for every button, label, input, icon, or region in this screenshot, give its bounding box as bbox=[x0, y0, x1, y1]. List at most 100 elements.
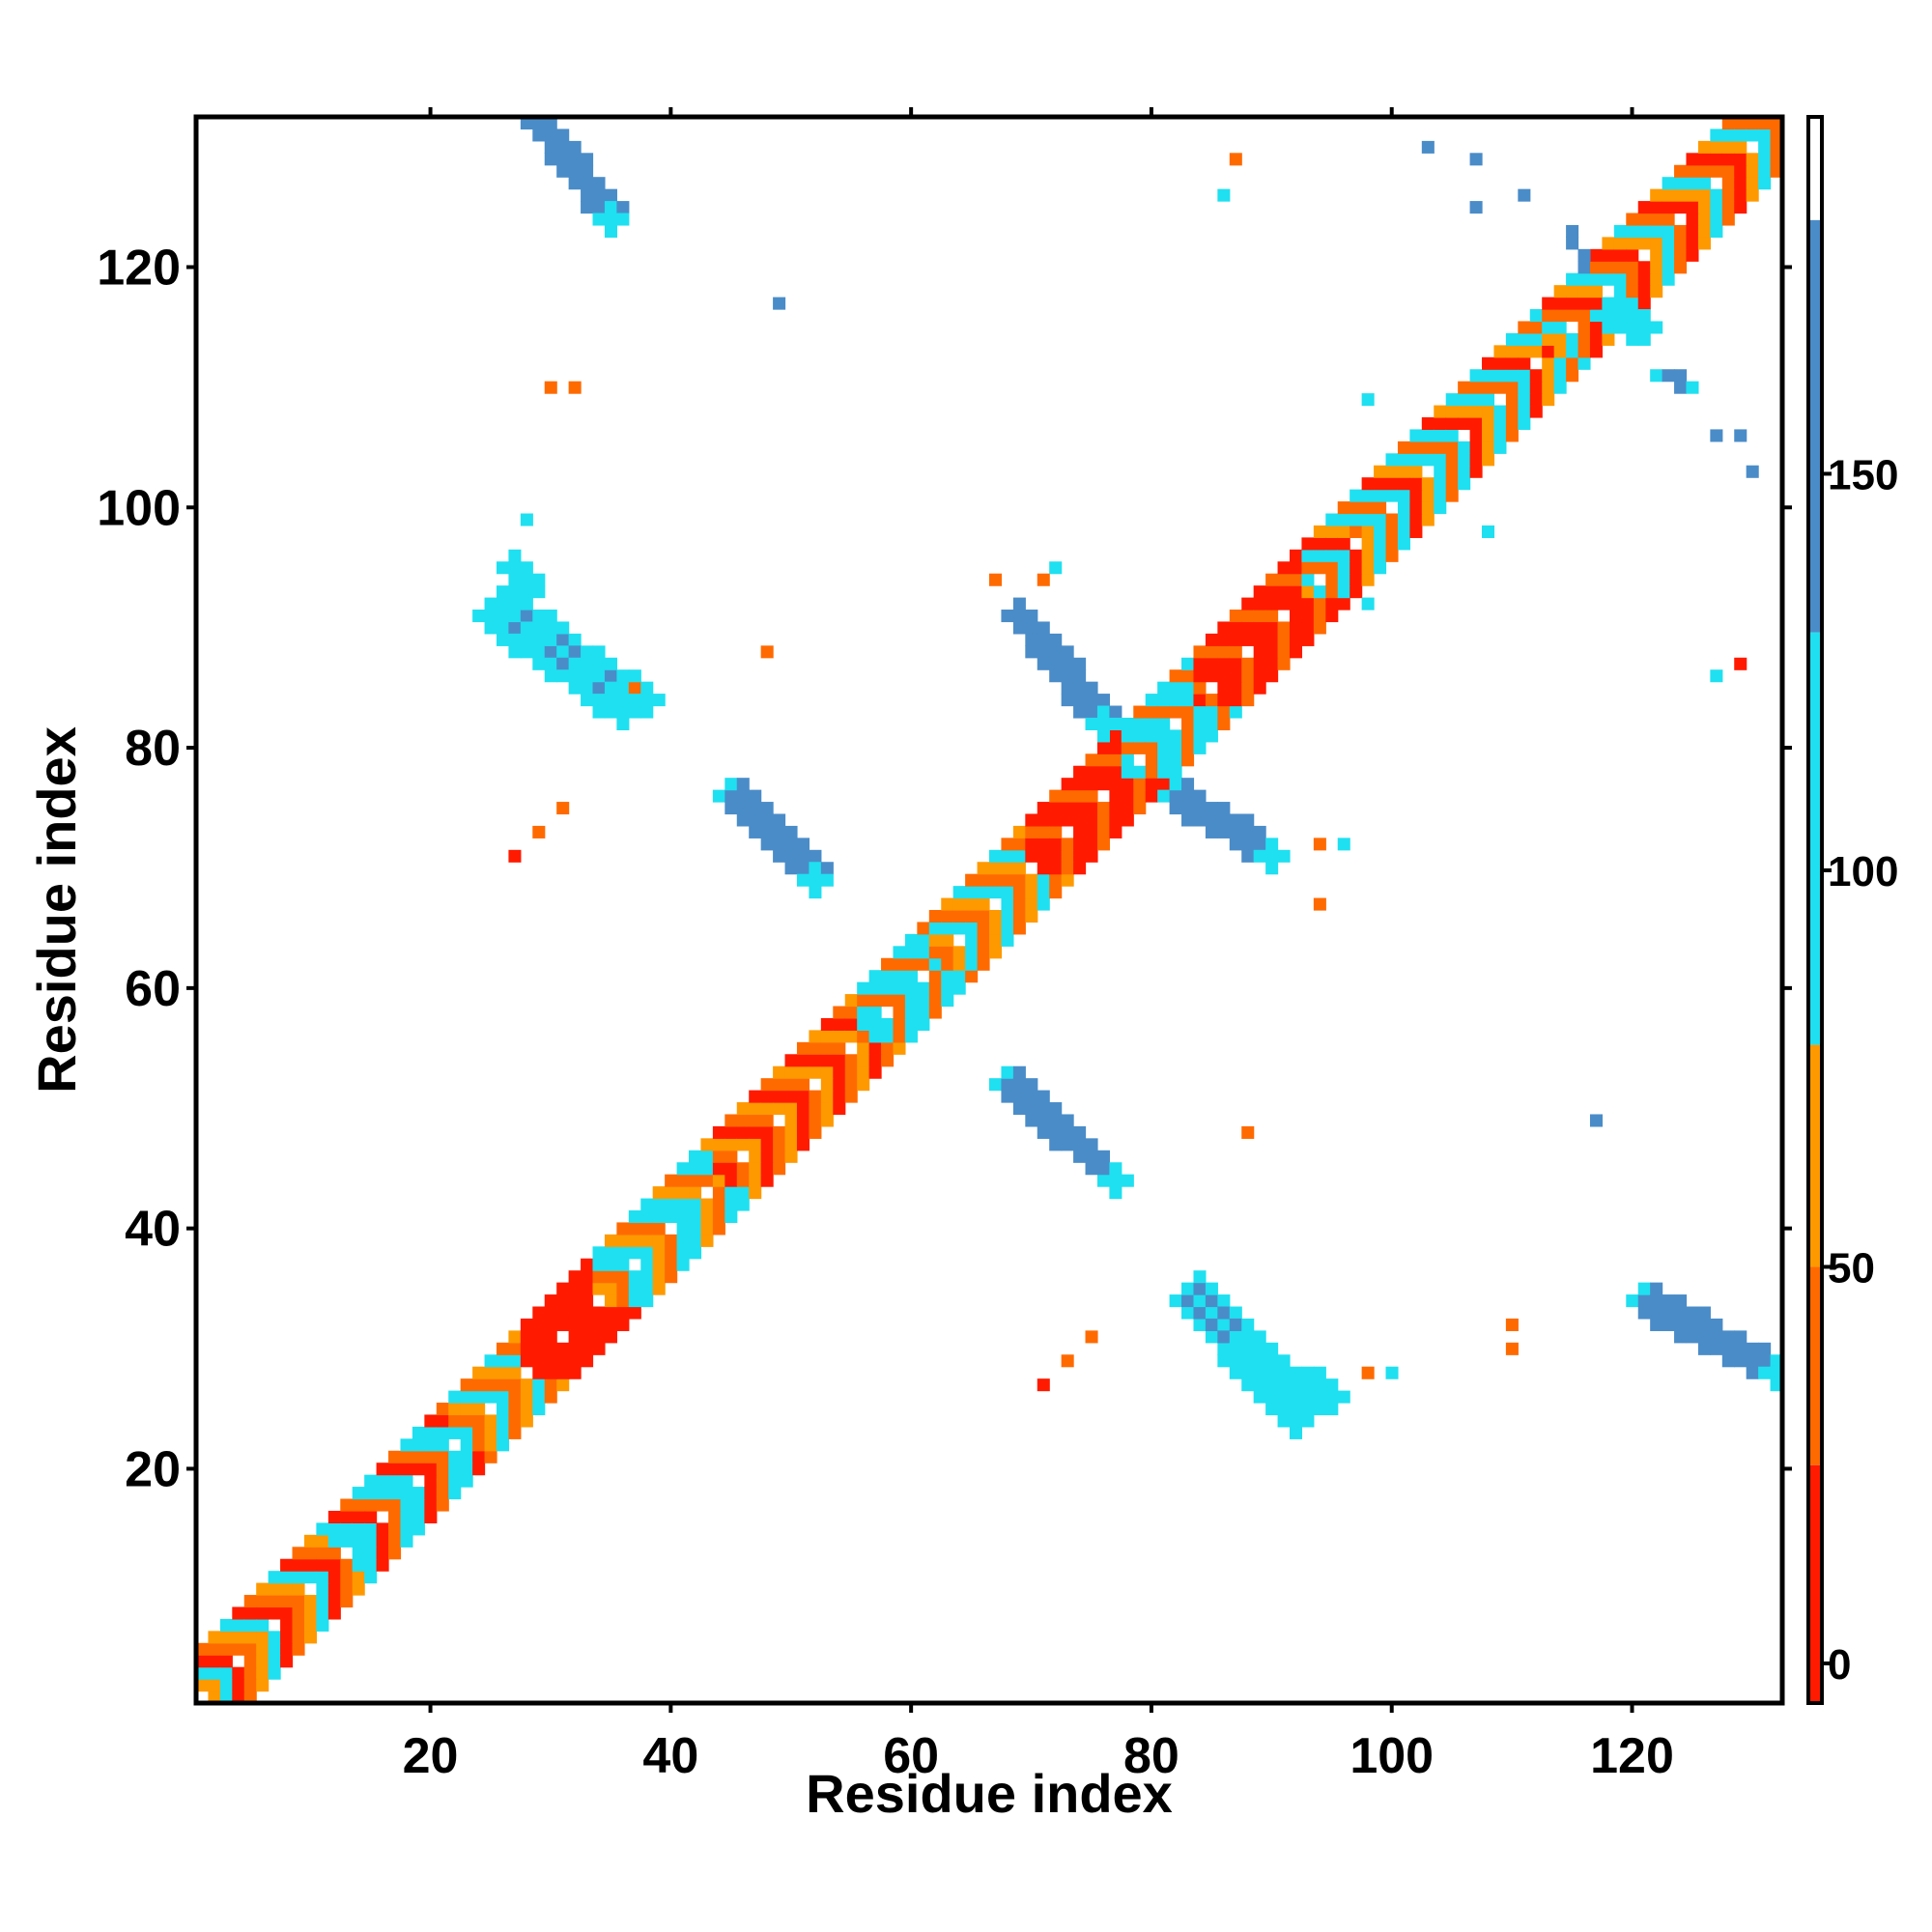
heatmap-cell bbox=[616, 1222, 630, 1236]
heatmap-cell bbox=[1025, 849, 1038, 863]
heatmap-cell bbox=[724, 1114, 738, 1127]
heatmap-cell bbox=[496, 1426, 510, 1439]
heatmap-cell bbox=[1613, 309, 1627, 323]
heatmap-cell bbox=[232, 1642, 245, 1656]
heatmap-cell bbox=[1085, 1330, 1098, 1344]
heatmap-cell bbox=[556, 802, 570, 815]
heatmap-cell bbox=[796, 1054, 810, 1067]
heatmap-cell bbox=[652, 1258, 666, 1271]
heatmap-cell bbox=[604, 224, 617, 238]
heatmap-cell bbox=[1301, 561, 1315, 575]
heatmap-cell bbox=[508, 1390, 522, 1404]
heatmap-cell bbox=[1542, 309, 1555, 323]
heatmap-cell bbox=[1482, 393, 1495, 407]
heatmap-cell bbox=[809, 1041, 822, 1055]
heatmap-cell bbox=[1626, 272, 1639, 286]
heatmap-cell bbox=[833, 1006, 846, 1019]
heatmap-cell bbox=[1217, 813, 1231, 827]
heatmap-cell bbox=[1686, 1330, 1699, 1344]
heatmap-cell bbox=[1037, 1125, 1050, 1139]
heatmap-cell bbox=[809, 873, 822, 887]
heatmap-cell bbox=[796, 1065, 810, 1079]
heatmap-cell bbox=[1361, 561, 1375, 575]
heatmap-cell bbox=[833, 1017, 846, 1031]
heatmap-cell bbox=[1577, 285, 1591, 298]
heatmap-cell bbox=[292, 1631, 305, 1644]
heatmap-cell bbox=[1096, 1162, 1110, 1176]
heatmap-cell bbox=[1746, 1342, 1759, 1355]
heatmap-cell bbox=[496, 610, 510, 623]
heatmap-cell bbox=[1265, 1342, 1279, 1355]
heatmap-cell bbox=[1566, 237, 1579, 250]
y-tick-label: 20 bbox=[125, 1441, 181, 1497]
heatmap-cell bbox=[977, 957, 990, 971]
heatmap-cell bbox=[1025, 910, 1038, 923]
heatmap-cell bbox=[977, 933, 990, 947]
heatmap-cell bbox=[581, 694, 594, 707]
heatmap-cell bbox=[1301, 549, 1315, 562]
heatmap-cell bbox=[472, 1390, 486, 1404]
heatmap-cell bbox=[1518, 321, 1531, 334]
heatmap-cell bbox=[1289, 1390, 1303, 1404]
heatmap-cell bbox=[1313, 1390, 1326, 1404]
heatmap-cell bbox=[1265, 633, 1279, 646]
heatmap-cell bbox=[581, 153, 594, 166]
heatmap-cell bbox=[1253, 681, 1266, 695]
heatmap-cell bbox=[1241, 813, 1255, 827]
heatmap-cell bbox=[809, 1054, 822, 1067]
heatmap-cell bbox=[544, 657, 557, 670]
heatmap-cell bbox=[581, 1342, 594, 1355]
heatmap-cell bbox=[1025, 1090, 1038, 1103]
heatmap-cell bbox=[1650, 248, 1663, 262]
heatmap-cell bbox=[809, 1125, 822, 1139]
heatmap-cell bbox=[544, 128, 557, 142]
heatmap-cell bbox=[749, 1138, 762, 1151]
heatmap-cell bbox=[796, 862, 810, 875]
heatmap-cell bbox=[1073, 862, 1087, 875]
heatmap-cell bbox=[581, 1354, 594, 1368]
heatmap-cell bbox=[1241, 838, 1255, 851]
heatmap-cell bbox=[1193, 1294, 1207, 1308]
heatmap-cell bbox=[1193, 1306, 1207, 1320]
heatmap-cell bbox=[1650, 321, 1663, 334]
heatmap-cell bbox=[460, 1390, 473, 1404]
heatmap-cell bbox=[219, 1631, 233, 1644]
heatmap-cell bbox=[219, 1679, 233, 1692]
heatmap-cell bbox=[1253, 669, 1266, 683]
heatmap-cell bbox=[1229, 153, 1242, 166]
heatmap-cell bbox=[1301, 1390, 1315, 1404]
heatmap-cell bbox=[928, 957, 942, 971]
heatmap-cell bbox=[1553, 309, 1567, 323]
heatmap-cell bbox=[1697, 213, 1711, 226]
heatmap-cell bbox=[1505, 332, 1519, 346]
heatmap-cell bbox=[496, 1378, 510, 1392]
heatmap-cell bbox=[652, 1282, 666, 1295]
heatmap-cell bbox=[928, 933, 942, 947]
heatmap-cell bbox=[773, 838, 786, 851]
heatmap-cell bbox=[327, 1571, 341, 1584]
heatmap-cell bbox=[1301, 633, 1315, 646]
heatmap-cell bbox=[1662, 248, 1675, 262]
heatmap-cell bbox=[592, 1342, 606, 1355]
heatmap-cell bbox=[1121, 1174, 1134, 1187]
heatmap-cell bbox=[508, 1342, 522, 1355]
heatmap-cell bbox=[520, 645, 533, 659]
heatmap-cell bbox=[1385, 477, 1399, 491]
heatmap-cell bbox=[400, 1498, 413, 1512]
heatmap-cell bbox=[652, 1186, 666, 1200]
heatmap-cell bbox=[1518, 405, 1531, 418]
heatmap-cell bbox=[1770, 128, 1783, 142]
heatmap-cell bbox=[616, 1282, 630, 1295]
heatmap-cell bbox=[1650, 188, 1663, 202]
heatmap-cell bbox=[784, 838, 798, 851]
heatmap-cell bbox=[243, 1595, 257, 1608]
heatmap-cell bbox=[316, 1606, 329, 1620]
heatmap-cell bbox=[388, 1487, 402, 1500]
heatmap-cell bbox=[1553, 369, 1567, 383]
heatmap-cell bbox=[844, 1090, 858, 1103]
heatmap-cell bbox=[1277, 1366, 1291, 1379]
heatmap-cell bbox=[616, 694, 630, 707]
heatmap-cell bbox=[556, 621, 570, 635]
heatmap-cell bbox=[1085, 789, 1098, 803]
heatmap-cell bbox=[1674, 1318, 1688, 1331]
